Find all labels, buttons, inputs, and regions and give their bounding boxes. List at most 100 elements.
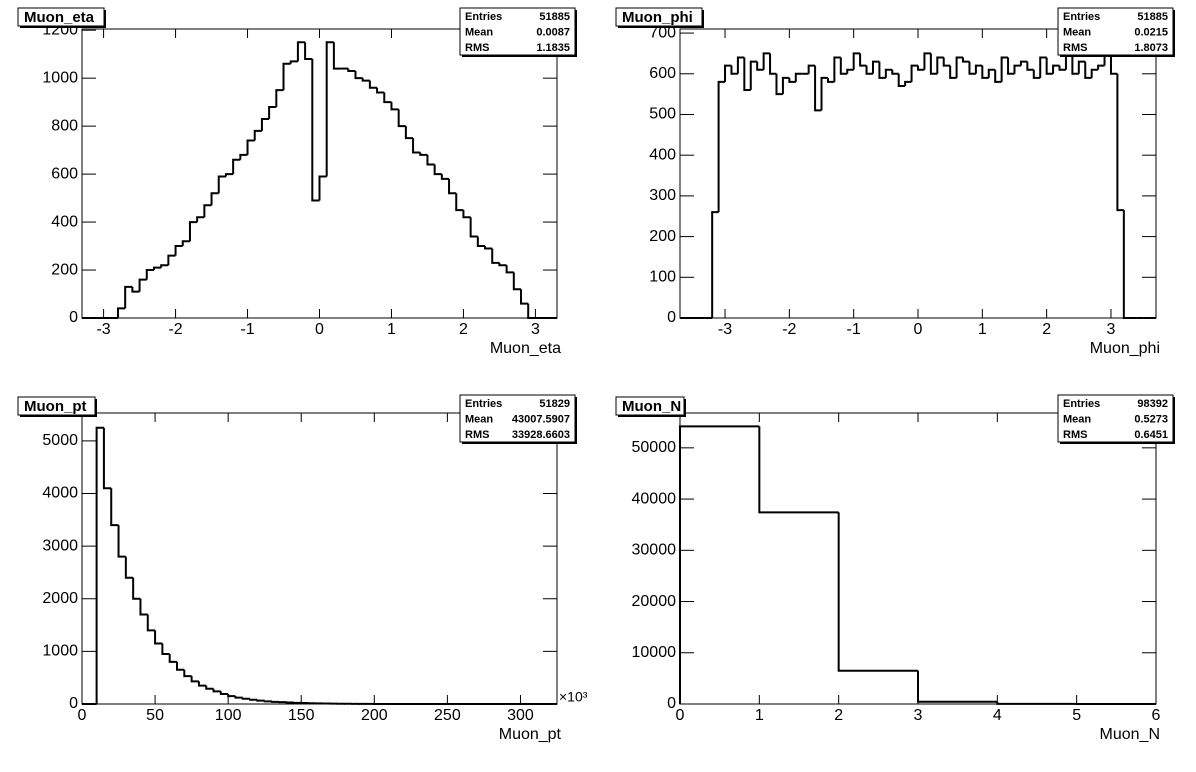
histogram-bin xyxy=(807,64,816,74)
histogram-bin xyxy=(154,630,163,645)
histogram-bin xyxy=(268,105,277,119)
x-tick-label: -3 xyxy=(96,321,110,338)
histogram-bin xyxy=(190,676,199,683)
stats-value: 0.0215 xyxy=(1134,26,1168,38)
stats-value: 1.1835 xyxy=(536,42,570,54)
histogram-bin xyxy=(859,53,867,67)
title-box xyxy=(615,7,703,27)
title-box xyxy=(17,7,105,27)
x-tick-label: 150 xyxy=(288,707,315,724)
histogram-bin xyxy=(1109,49,1118,75)
histogram-bin xyxy=(781,76,790,95)
histogram-bin xyxy=(1058,65,1066,71)
stats-box xyxy=(1057,394,1174,443)
histogram-bin xyxy=(131,286,140,293)
histogram-bin xyxy=(1045,57,1054,75)
stats-value: 51885 xyxy=(1137,11,1168,23)
histogram-bin xyxy=(263,700,272,703)
histogram-bin xyxy=(871,60,880,74)
histogram-bin xyxy=(161,643,170,656)
histogram-bin xyxy=(904,80,912,86)
histogram-bin xyxy=(397,109,406,128)
x-tick-label: 0 xyxy=(78,707,87,724)
y-tick-label: 200 xyxy=(51,261,78,278)
histogram-bin xyxy=(311,58,320,202)
histogram-bin xyxy=(476,236,486,248)
histogram-bin xyxy=(462,210,471,219)
histogram-bin xyxy=(152,266,162,271)
histogram-bin xyxy=(1007,57,1015,75)
y-tick-label: 10000 xyxy=(632,644,677,661)
histogram-bin xyxy=(996,701,1077,705)
x-tick-label: 0 xyxy=(676,707,685,724)
y-tick-label: 20000 xyxy=(632,593,677,610)
stats-value: 33928.6603 xyxy=(512,429,570,441)
histogram-bin xyxy=(1013,64,1021,74)
y-tick-label: 0 xyxy=(667,695,676,712)
histogram-bin xyxy=(981,65,989,79)
stats-label: RMS xyxy=(1063,429,1087,441)
x-tick-label: 1 xyxy=(978,321,987,338)
y-tick-label: 0 xyxy=(667,309,676,326)
histogram-bin xyxy=(884,68,893,78)
x-tick-label: 1 xyxy=(755,707,764,724)
histogram-bin xyxy=(95,426,104,704)
histogram-bin xyxy=(117,525,126,558)
histogram-bin xyxy=(987,68,996,78)
title: Muon_phi xyxy=(622,9,693,26)
histogram-bin xyxy=(241,697,251,700)
stats-value: 98392 xyxy=(1137,398,1168,410)
histogram-bin xyxy=(968,61,976,75)
y-tick-label: 1000 xyxy=(42,69,78,86)
histogram-bin xyxy=(852,52,861,70)
y-tick-label: 100 xyxy=(649,269,676,286)
y-tick-label: 400 xyxy=(649,146,676,163)
histogram-bin xyxy=(440,174,450,180)
title-box xyxy=(615,396,685,416)
title: Muon_eta xyxy=(24,9,95,26)
histogram-bin xyxy=(139,598,148,616)
x-axis-title: Muon_phi xyxy=(1090,340,1160,357)
histogram-bin xyxy=(820,76,828,111)
y-tick-label: 50000 xyxy=(632,439,677,456)
x-tick-label: 2 xyxy=(834,707,843,724)
stats-value: 51829 xyxy=(539,398,570,410)
x-tick-label: 1 xyxy=(387,321,396,338)
x-tick-label: 6 xyxy=(1152,707,1161,724)
histogram-bin xyxy=(917,670,998,703)
y-tick-label: 4000 xyxy=(42,485,78,502)
histogram-bin xyxy=(232,158,241,175)
histogram-bin xyxy=(239,153,248,160)
histogram-bin xyxy=(679,425,760,704)
x-tick-label: -1 xyxy=(847,321,861,338)
title: Muon_pt xyxy=(24,398,86,415)
histogram-bin xyxy=(512,272,522,291)
stats-label: Mean xyxy=(1063,26,1091,38)
histogram-bin xyxy=(138,278,147,292)
y-tick-label: 1000 xyxy=(42,643,78,660)
histogram-bin xyxy=(1077,60,1086,74)
histogram-bin xyxy=(219,691,229,696)
histogram-bin xyxy=(426,154,435,166)
histogram-bin xyxy=(196,216,205,223)
histogram-bin xyxy=(717,80,726,213)
histogram-bin xyxy=(758,426,839,514)
histogram-bin xyxy=(210,192,219,206)
histogram-bin xyxy=(1052,64,1060,74)
x-tick-label: 200 xyxy=(361,707,388,724)
histogram-bin xyxy=(491,248,500,264)
x-tick-label: -2 xyxy=(168,321,182,338)
x-tick-label: -3 xyxy=(718,321,732,338)
stats-value: 51885 xyxy=(539,11,570,23)
y-tick-label: 300 xyxy=(649,187,676,204)
histogram-bin xyxy=(217,175,226,194)
x-tick-label: 3 xyxy=(531,321,540,338)
histogram-bin xyxy=(390,102,399,111)
histogram-bin xyxy=(846,68,854,74)
stats-label: Mean xyxy=(1063,413,1091,425)
stats-value: 1.8073 xyxy=(1134,42,1168,54)
y-tick-label: 700 xyxy=(649,24,676,41)
histogram-bin xyxy=(974,64,983,74)
histogram-bin xyxy=(271,700,280,703)
histogram-bin xyxy=(1032,69,1041,79)
